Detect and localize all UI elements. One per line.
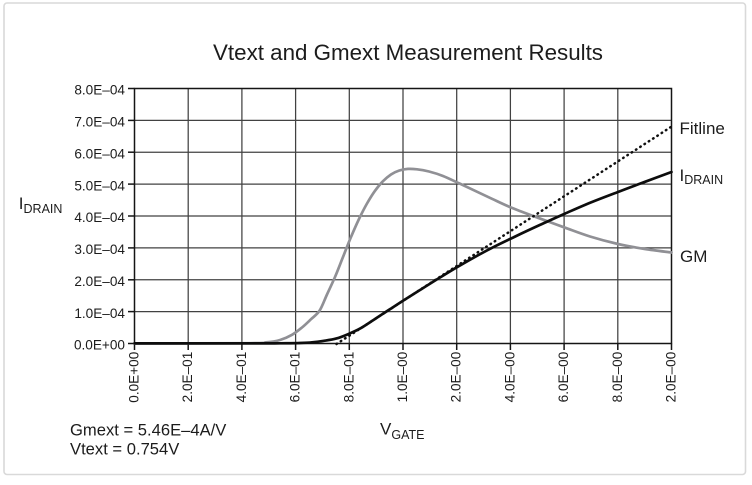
svg-text:Gmext = 5.46E–4A/V: Gmext = 5.46E–4A/V: [70, 420, 226, 439]
svg-text:4.0E–01: 4.0E–01: [234, 352, 249, 403]
svg-text:1.0E–00: 1.0E–00: [395, 351, 410, 402]
svg-text:Vtext and Gmext Measurement Re: Vtext and Gmext Measurement Results: [213, 40, 603, 65]
svg-text:6.0E–04: 6.0E–04: [74, 146, 125, 161]
svg-text:1.0E–04: 1.0E–04: [74, 306, 125, 321]
svg-text:0.0E+00: 0.0E+00: [74, 338, 125, 353]
svg-text:8.0E–01: 8.0E–01: [341, 352, 356, 403]
svg-text:4.0E–04: 4.0E–04: [74, 210, 125, 225]
svg-text:0.0E+00: 0.0E+00: [127, 351, 142, 402]
svg-text:2.0E–00: 2.0E–00: [449, 351, 464, 402]
svg-text:7.0E–04: 7.0E–04: [74, 115, 125, 130]
svg-text:GM: GM: [680, 247, 707, 266]
svg-text:Fitline: Fitline: [680, 119, 725, 138]
svg-text:5.0E–04: 5.0E–04: [74, 178, 125, 193]
svg-text:4.0E–00: 4.0E–00: [502, 351, 517, 402]
svg-text:8.0E–04: 8.0E–04: [74, 83, 125, 98]
svg-text:6.0E–00: 6.0E–00: [556, 351, 571, 402]
svg-text:2.0E–04: 2.0E–04: [74, 274, 125, 289]
svg-text:Vtext = 0.754V: Vtext = 0.754V: [70, 440, 179, 459]
svg-text:2.0E–01: 2.0E–01: [180, 352, 195, 403]
svg-text:2.0E–00: 2.0E–00: [664, 351, 679, 402]
svg-text:8.0E–00: 8.0E–00: [610, 351, 625, 402]
svg-text:6.0E–01: 6.0E–01: [288, 352, 303, 403]
svg-text:3.0E–04: 3.0E–04: [74, 242, 125, 257]
